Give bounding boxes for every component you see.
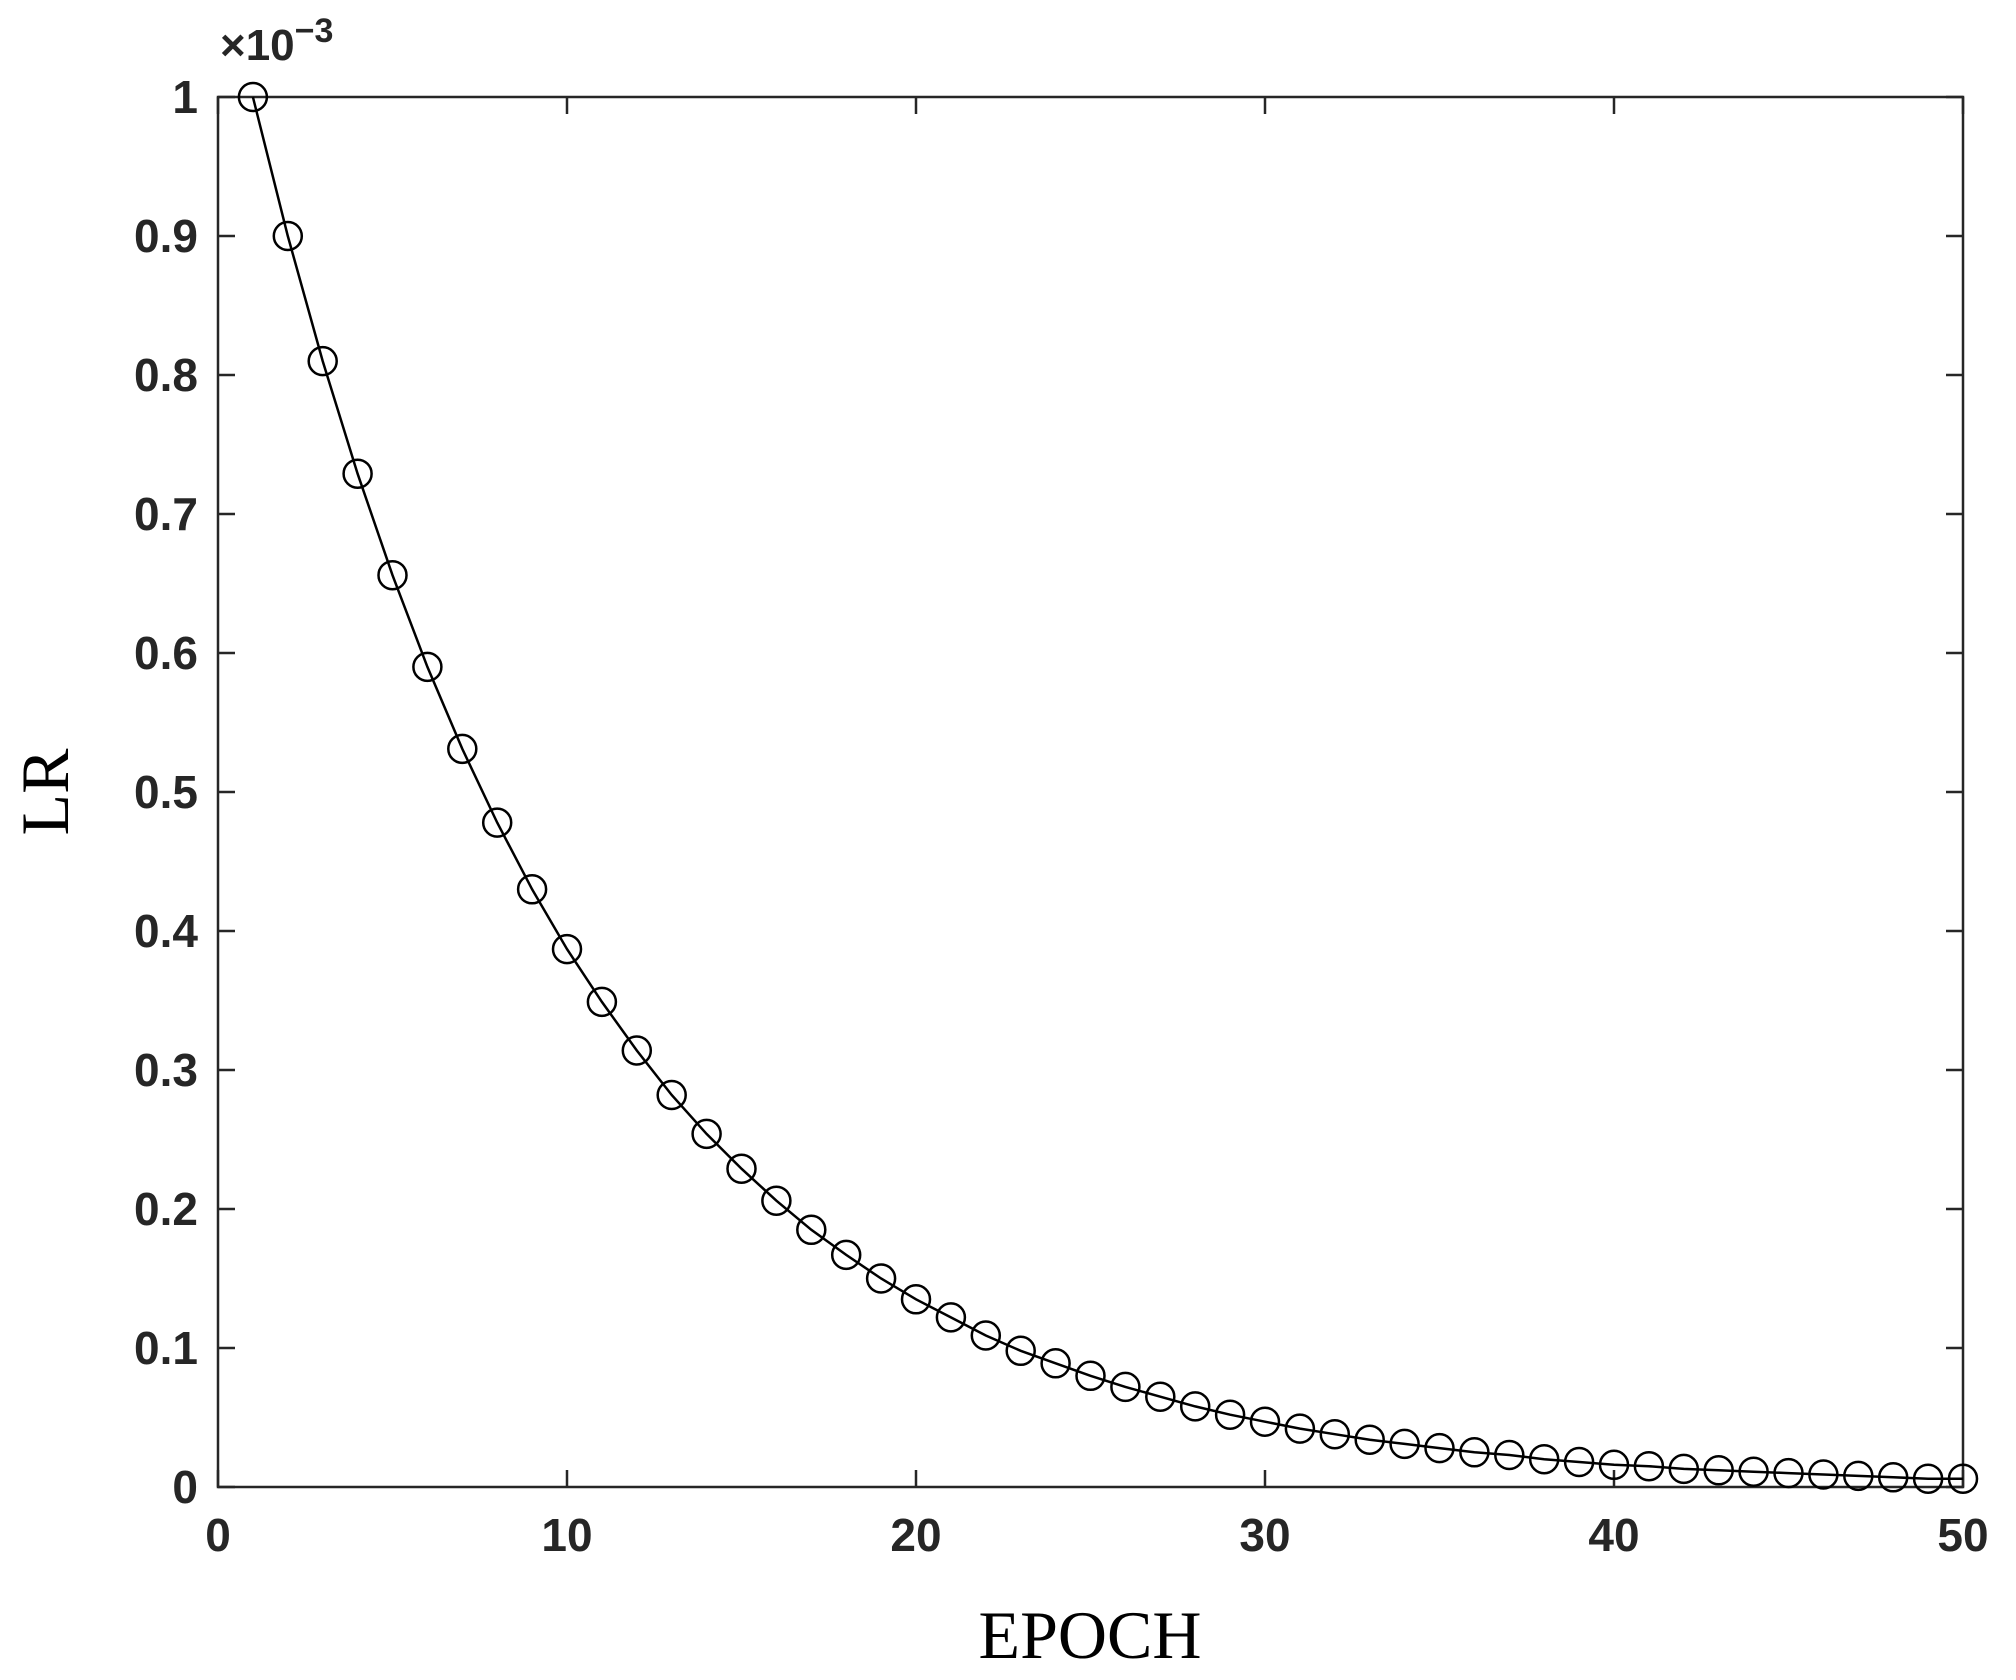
data-point <box>1528 1443 1560 1475</box>
x-tick-label: 50 <box>1937 1509 1988 1561</box>
y-exponent-times: ×10 <box>220 21 295 70</box>
plot-area <box>216 95 1965 1489</box>
data-point <box>970 1320 1002 1351</box>
y-exponent-label: ×10−3 <box>220 12 333 70</box>
data-point <box>621 1035 653 1066</box>
data-point <box>830 1239 862 1271</box>
data-point <box>1947 1463 1979 1494</box>
y-axis-ticks: 0 0.1 0.2 0.3 0.4 0.5 0.6 0.7 0.8 0.9 1 <box>134 71 1963 1513</box>
x-axis-label: EPOCH <box>979 1597 1202 1673</box>
data-point <box>1494 1439 1525 1471</box>
data-point <box>1738 1456 1769 1487</box>
data-point <box>412 651 443 683</box>
data-point <box>377 559 408 591</box>
x-tick-label: 20 <box>890 1509 941 1561</box>
y-axis-label: LR <box>7 748 83 836</box>
data-point <box>1598 1449 1630 1481</box>
data-point <box>447 733 478 765</box>
data-point <box>586 986 618 1018</box>
data-point <box>1179 1391 1211 1422</box>
data-point <box>516 874 548 905</box>
y-tick-label: 0.9 <box>134 210 198 262</box>
data-point <box>1843 1460 1874 1492</box>
y-tick-label: 0.4 <box>134 905 198 957</box>
data-point <box>691 1118 722 1150</box>
y-tick-label: 0.2 <box>134 1183 198 1235</box>
data-point <box>1633 1450 1665 1482</box>
series-markers <box>237 81 1979 1494</box>
data-point <box>656 1079 687 1111</box>
data-point <box>1459 1437 1490 1468</box>
data-point <box>307 345 338 377</box>
y-tick-label: 0.1 <box>134 1322 198 1374</box>
data-point <box>900 1284 932 1315</box>
data-point <box>1214 1399 1246 1430</box>
data-point <box>1703 1455 1734 1486</box>
data-point <box>1354 1424 1385 1455</box>
y-exponent-power: −3 <box>295 12 334 50</box>
data-point <box>796 1214 827 1246</box>
x-axis-ticks: 0 10 20 30 40 50 <box>205 97 1989 1561</box>
data-point <box>1075 1360 1106 1392</box>
data-point <box>865 1263 897 1294</box>
y-tick-label: 1 <box>172 71 198 123</box>
data-point <box>1110 1371 1141 1403</box>
x-tick-label: 10 <box>541 1509 592 1561</box>
data-point <box>1389 1428 1420 1460</box>
data-point <box>1005 1335 1036 1367</box>
data-point <box>481 807 513 838</box>
y-tick-label: 0.5 <box>134 766 198 818</box>
data-point <box>272 220 304 252</box>
data-point <box>1668 1453 1700 1485</box>
x-tick-label: 40 <box>1588 1509 1639 1561</box>
y-tick-label: 0.8 <box>134 349 198 401</box>
data-point <box>726 1153 757 1184</box>
data-point <box>1912 1463 1944 1494</box>
y-tick-label: 0.6 <box>134 627 198 679</box>
data-point <box>237 81 269 113</box>
data-point <box>761 1185 792 1216</box>
y-tick-label: 0.3 <box>134 1044 198 1096</box>
data-point <box>1563 1446 1595 1478</box>
y-tick-label: 0 <box>172 1461 198 1513</box>
data-point <box>1249 1406 1281 1437</box>
data-point <box>342 458 373 489</box>
data-point <box>551 933 583 965</box>
x-tick-label: 30 <box>1239 1509 1290 1561</box>
data-point <box>1877 1462 1909 1493</box>
data-point <box>1284 1413 1316 1444</box>
data-point <box>1773 1457 1804 1489</box>
data-point <box>1319 1418 1351 1450</box>
y-tick-label: 0.7 <box>134 488 198 540</box>
data-point <box>1424 1432 1455 1464</box>
data-point <box>1040 1348 1071 1379</box>
x-tick-label: 0 <box>205 1509 231 1561</box>
series-line <box>251 96 1963 1480</box>
data-point <box>1145 1381 1176 1412</box>
data-point <box>935 1302 967 1333</box>
data-point <box>1808 1459 1839 1490</box>
